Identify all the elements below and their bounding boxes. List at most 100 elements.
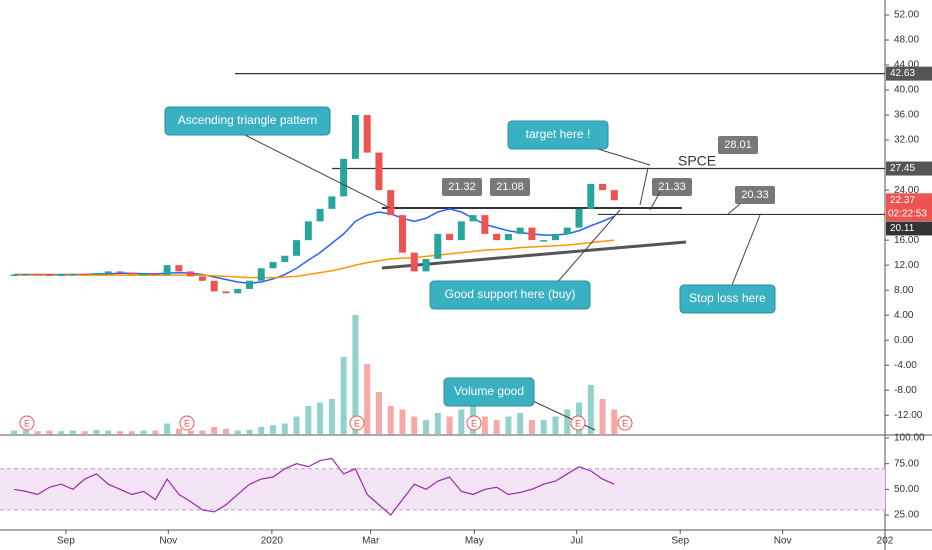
candle <box>151 273 159 276</box>
candle <box>316 208 324 222</box>
candle <box>528 227 536 241</box>
rsi-tick-label: 75.00 <box>894 458 919 469</box>
y-tick-label: -12.00 <box>894 410 923 421</box>
countdown: 02:22:53 <box>888 209 927 220</box>
candle <box>222 291 230 294</box>
level-tag-bg <box>886 221 932 236</box>
rsi-tick-label: 100.00 <box>894 433 925 444</box>
volume-bar <box>117 431 124 434</box>
volume-bar <box>258 427 265 434</box>
candle <box>163 265 171 276</box>
price-tag: 21.33 <box>658 181 686 193</box>
callout: Stop loss here <box>689 291 766 305</box>
candle <box>93 273 101 275</box>
volume-bar <box>140 430 147 434</box>
candle <box>469 215 477 222</box>
price-tag: 20.33 <box>741 189 769 201</box>
candle <box>340 158 348 197</box>
callout-bg <box>164 106 331 136</box>
y-tick-label: 12.00 <box>894 260 919 271</box>
price-tag-bg <box>652 178 692 196</box>
volume-bar <box>564 409 571 434</box>
volume-bar <box>352 315 359 434</box>
candle <box>81 273 89 276</box>
volume-bar <box>34 431 41 434</box>
y-tick-label: 52.00 <box>894 10 919 21</box>
volume-bar <box>599 399 606 434</box>
volume-bar <box>46 430 53 434</box>
price-tag-bg <box>442 178 482 196</box>
x-tick-label: Nov <box>159 536 177 547</box>
volume-bar <box>458 409 465 434</box>
x-tick-label: Sep <box>671 536 689 547</box>
candle <box>504 233 512 241</box>
candle <box>446 233 454 241</box>
level-tag: 20.11 <box>890 223 915 234</box>
volume-bar <box>364 364 371 434</box>
support-line <box>381 240 687 270</box>
price-tag-bg <box>735 186 775 204</box>
volume-bar <box>540 420 547 434</box>
x-tick-label: 202 <box>877 536 894 547</box>
volume-bar <box>270 425 277 434</box>
callout: Volume good <box>454 384 524 398</box>
volume-bar <box>152 430 159 434</box>
candle <box>387 190 395 216</box>
volume-bar <box>505 416 512 434</box>
callout-bg <box>443 377 535 407</box>
candle <box>587 183 595 209</box>
rsi-band <box>0 468 885 510</box>
volume-bar <box>222 428 229 434</box>
volume-bar <box>187 430 194 434</box>
candle <box>457 221 465 241</box>
volume-bar <box>281 423 288 434</box>
volume-bar <box>58 431 65 434</box>
candle <box>493 233 501 241</box>
volume-bar <box>611 409 618 434</box>
price-tag: 21.32 <box>448 181 476 193</box>
x-tick-label: Jul <box>570 536 583 547</box>
volume-bar <box>517 413 524 434</box>
earnings-label: E <box>354 418 360 428</box>
candle <box>140 273 148 276</box>
volume-bar <box>423 420 430 434</box>
candle <box>10 274 18 277</box>
price-tag: 28.01 <box>724 139 752 151</box>
moving-average <box>14 208 615 285</box>
earnings-label: E <box>24 418 30 428</box>
level-tag-bg <box>886 161 932 176</box>
earnings-label: E <box>471 418 477 428</box>
rsi-tick-label: 50.00 <box>894 484 919 495</box>
volume-bar <box>22 430 29 434</box>
volume-bar <box>199 430 206 434</box>
candle <box>410 252 418 272</box>
candle <box>116 271 124 273</box>
candle <box>610 190 618 201</box>
x-tick-label: Mar <box>362 536 380 547</box>
y-tick-label: 36.00 <box>894 110 919 121</box>
y-tick-label: 4.00 <box>894 310 914 321</box>
earnings-marker <box>349 415 365 431</box>
callout-bg <box>429 280 591 310</box>
price-tag-bg <box>490 178 530 196</box>
level-tag: 42.63 <box>890 68 915 79</box>
pointer-line <box>727 203 741 215</box>
candle <box>22 273 30 276</box>
candle <box>551 233 559 241</box>
earnings-marker <box>617 415 633 431</box>
volume-bar <box>164 423 171 434</box>
candle <box>398 215 406 253</box>
pointer-line <box>649 191 661 211</box>
earnings-label: E <box>575 418 581 428</box>
x-tick-label: Sep <box>57 536 75 547</box>
price-tag: 21.08 <box>496 181 524 193</box>
y-tick-label: 24.00 <box>894 185 919 196</box>
volume-bar <box>399 409 406 434</box>
rsi-tick-label: 25.00 <box>894 510 919 521</box>
volume-bar <box>587 385 594 434</box>
candle <box>375 152 383 191</box>
y-tick-label: 48.00 <box>894 35 919 46</box>
y-tick-label: -4.00 <box>894 360 917 371</box>
y-tick-label: 32.00 <box>894 135 919 146</box>
